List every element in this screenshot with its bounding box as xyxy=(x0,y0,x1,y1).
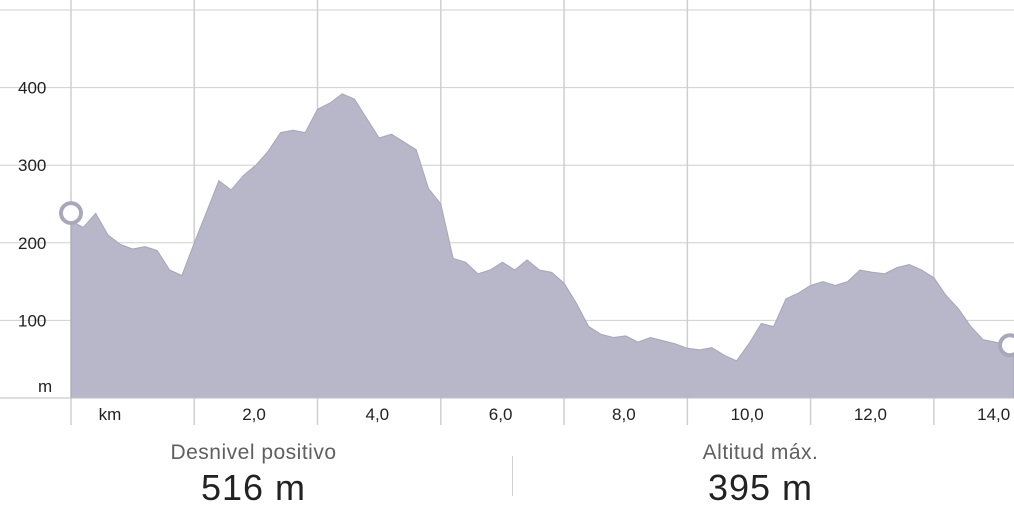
elevation-gain-value: 516 m xyxy=(200,467,307,508)
y-unit-label: m xyxy=(38,377,52,396)
x-tick-label: 8,0 xyxy=(612,405,636,424)
route-markers xyxy=(59,201,1014,358)
x-tick-label: 6,0 xyxy=(489,405,513,424)
y-tick-label: 400 xyxy=(18,79,46,98)
y-tick-label: 100 xyxy=(18,311,46,330)
elevation-gain-stat: Desnivel positivo 516 m xyxy=(0,438,507,508)
elevation-gain-label: Desnivel positivo xyxy=(170,441,337,464)
start-marker xyxy=(59,201,83,226)
x-tick-label: 14,0 xyxy=(977,405,1010,424)
x-tick-label: 12,0 xyxy=(854,405,887,424)
elevation-chart: 400 300 200 100 m km 2,0 4,0 6,0 8,0 10,0 12,0 14,0 xyxy=(0,0,1014,425)
max-altitude-value: 395 m xyxy=(707,467,814,508)
x-unit-label: km xyxy=(99,405,122,424)
x-tick-label: 4,0 xyxy=(366,405,390,424)
axis-labels: 400 300 200 100 m km 2,0 4,0 6,0 8,0 10,0 12,0 14,0 xyxy=(18,79,1010,424)
x-tick-label: 2,0 xyxy=(242,405,266,424)
end-marker xyxy=(998,333,1014,358)
max-altitude-label: Altitud máx. xyxy=(702,441,819,464)
max-altitude-stat: Altitud máx. 395 m xyxy=(507,438,1014,508)
y-tick-label: 200 xyxy=(18,234,46,253)
stats-panel: Desnivel positivo 516 m Altitud máx. 395… xyxy=(0,438,1014,508)
x-tick-label: 10,0 xyxy=(731,405,764,424)
stats-divider xyxy=(512,456,513,496)
elevation-area xyxy=(70,93,1014,399)
y-tick-label: 300 xyxy=(18,156,46,175)
